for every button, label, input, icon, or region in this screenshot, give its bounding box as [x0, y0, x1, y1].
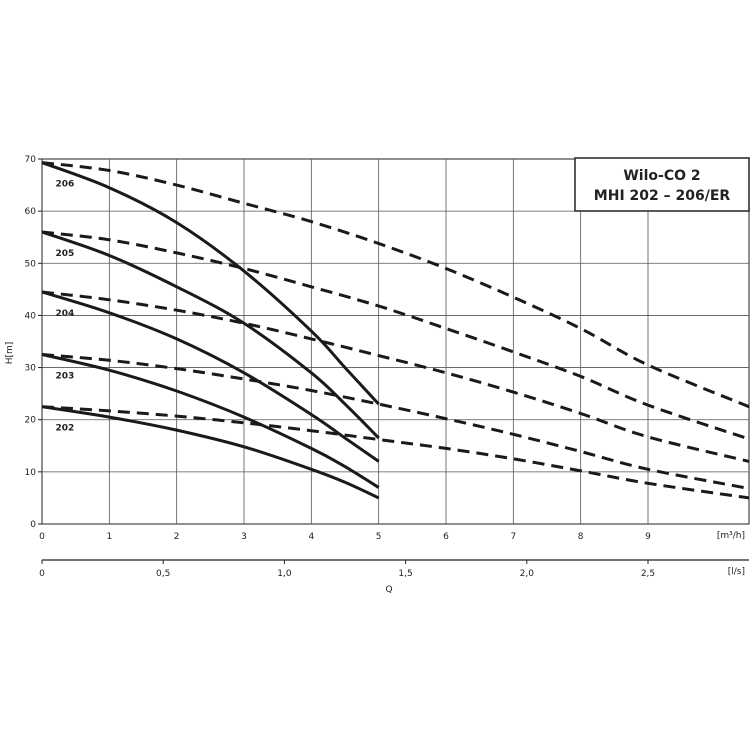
curve-202-double-pump: [41, 405, 750, 500]
curve-206-single-pump: [41, 161, 380, 406]
x-tick-label: 4: [308, 532, 314, 542]
x2-tick-label: 2,0: [520, 569, 535, 579]
curve-label-203: 203: [55, 372, 74, 382]
curve-203-double-pump: [41, 353, 750, 490]
curve-204-single-pump: [41, 290, 380, 463]
axes: [38, 158, 749, 564]
y-tick-label: 70: [25, 155, 37, 165]
x2-tick-label: 0,5: [156, 569, 170, 579]
curve-label-204: 204: [55, 309, 74, 319]
x-tick-label: 8: [578, 532, 584, 542]
x-tick-label: 1: [106, 532, 112, 542]
curve-205-double-pump: [41, 230, 750, 441]
curves: [41, 161, 750, 500]
labels: 0 1 2 3 4 5 6 7 8 9 0 10 20 30 40 50 60 70 0 0,5 1,0 1,5 2,0 2,…: [25, 155, 656, 579]
title-frame: [574, 157, 750, 212]
plot-frame: [41, 158, 750, 525]
y-tick-label: 20: [25, 416, 37, 426]
chart-subtitle: MHI 202 – 206/ER: [594, 188, 731, 204]
curve-202-single-pump: [41, 405, 380, 500]
x-tick-label: 5: [376, 532, 382, 542]
y-tick-label: 60: [25, 207, 37, 217]
x-tick-label: 7: [510, 532, 516, 542]
chart-title: Wilo-CO 2: [623, 168, 700, 184]
curve-204-double-pump: [41, 290, 750, 463]
y-axis-label: H[m]: [5, 342, 15, 365]
curve-205-single-pump: [41, 230, 380, 440]
x-tick-label: 3: [241, 532, 247, 542]
x-tick-label: 0: [39, 532, 45, 542]
x-axis-label: Q: [385, 585, 392, 595]
x2-tick-label: 1,5: [398, 569, 412, 579]
y-tick-label: 0: [30, 520, 36, 530]
x2-tick-label: 1,0: [277, 569, 292, 579]
x-tick-label: 6: [443, 532, 449, 542]
y-tick-label: 50: [25, 259, 37, 269]
curve-label-202: 202: [55, 424, 74, 434]
curve-label-206: 206: [55, 180, 74, 190]
x-axis-unit-top: [m³/h]: [717, 531, 745, 541]
x-tick-label: 9: [645, 532, 651, 542]
y-tick-label: 10: [25, 468, 37, 478]
x2-tick-label: 0: [39, 569, 45, 579]
title-box: Wilo-CO 2 MHI 202 – 206/ER: [574, 157, 750, 212]
y-tick-label: 30: [25, 364, 37, 374]
x-axis-unit-bottom: [l/s]: [728, 567, 745, 577]
x-tick-label: 2: [174, 532, 180, 542]
curve-206-double-pump: [41, 161, 750, 409]
curve-203-single-pump: [41, 353, 380, 489]
x2-tick-label: 2,5: [641, 569, 655, 579]
y-tick-label: 40: [25, 311, 37, 321]
curve-label-205: 205: [55, 249, 74, 259]
